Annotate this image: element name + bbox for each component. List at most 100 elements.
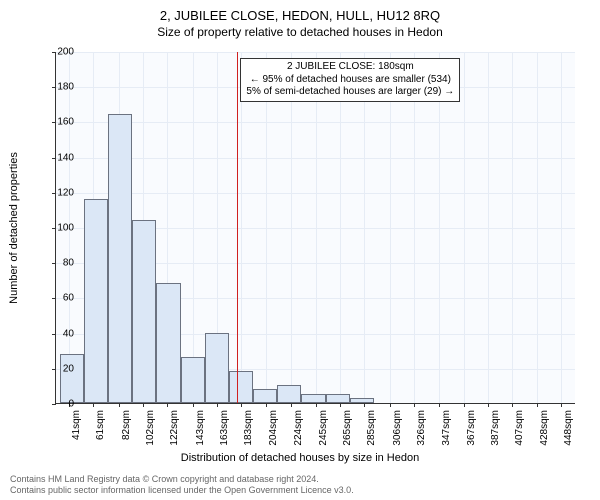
xtick-label: 143sqm (195, 410, 206, 446)
xtick-label: 306sqm (392, 410, 403, 446)
gridline-v (364, 52, 365, 403)
ytick-label: 140 (57, 152, 74, 163)
xtick-label: 285sqm (366, 410, 377, 446)
xtick-label: 428sqm (539, 410, 550, 446)
xtick-label: 183sqm (243, 410, 254, 446)
annotation-line: 2 JUBILEE CLOSE: 180sqm (246, 61, 454, 74)
chart-title-2: Size of property relative to detached ho… (0, 23, 600, 39)
xtick-label: 245sqm (318, 410, 329, 446)
histogram-bar (181, 357, 205, 403)
plot-region: 2 JUBILEE CLOSE: 180sqm← 95% of detached… (55, 52, 575, 404)
xtick-label: 224sqm (293, 410, 304, 446)
ytick-label: 100 (57, 223, 74, 234)
xtick-mark (340, 403, 341, 407)
ytick-mark (52, 122, 56, 123)
xtick-label: 367sqm (466, 410, 477, 446)
histogram-bar (301, 394, 325, 403)
histogram-bar (132, 220, 156, 403)
gridline-v (241, 52, 242, 403)
gridline-v (291, 52, 292, 403)
ytick-mark (52, 52, 56, 53)
xtick-mark (488, 403, 489, 407)
xtick-mark (167, 403, 168, 407)
ytick-mark (52, 404, 56, 405)
xtick-mark (561, 403, 562, 407)
xtick-label: 347sqm (441, 410, 452, 446)
gridline-v (414, 52, 415, 403)
ytick-label: 20 (63, 363, 74, 374)
xtick-label: 407sqm (514, 410, 525, 446)
histogram-bar (205, 333, 229, 403)
footer-line-2: Contains public sector information licen… (10, 485, 354, 496)
ytick-label: 40 (63, 328, 74, 339)
histogram-bar (350, 398, 374, 403)
gridline-v (439, 52, 440, 403)
xtick-label: 387sqm (490, 410, 501, 446)
ytick-mark (52, 158, 56, 159)
xtick-mark (316, 403, 317, 407)
xtick-label: 122sqm (169, 410, 180, 446)
xtick-label: 61sqm (95, 410, 106, 440)
xtick-mark (93, 403, 94, 407)
chart-title-1: 2, JUBILEE CLOSE, HEDON, HULL, HU12 8RQ (0, 0, 600, 23)
ytick-label: 200 (57, 47, 74, 58)
ytick-label: 80 (63, 258, 74, 269)
gridline-v (464, 52, 465, 403)
xtick-label: 448sqm (563, 410, 574, 446)
xtick-label: 102sqm (145, 410, 156, 446)
gridline-v (537, 52, 538, 403)
histogram-bar (229, 371, 253, 403)
xtick-label: 204sqm (268, 410, 279, 446)
histogram-bar (60, 354, 84, 403)
xtick-label: 265sqm (342, 410, 353, 446)
xtick-mark (217, 403, 218, 407)
chart-container: 2, JUBILEE CLOSE, HEDON, HULL, HU12 8RQ … (0, 0, 600, 500)
histogram-bar (277, 385, 301, 403)
ytick-mark (52, 87, 56, 88)
xtick-mark (119, 403, 120, 407)
annotation-line: 5% of semi-detached houses are larger (2… (246, 86, 454, 99)
chart-area: 2 JUBILEE CLOSE: 180sqm← 95% of detached… (55, 52, 575, 404)
gridline-v (488, 52, 489, 403)
footer-attribution: Contains HM Land Registry data © Crown c… (10, 474, 354, 496)
histogram-bar (84, 199, 108, 403)
xtick-mark (464, 403, 465, 407)
xtick-mark (364, 403, 365, 407)
x-axis-label: Distribution of detached houses by size … (0, 452, 600, 464)
xtick-mark (439, 403, 440, 407)
gridline-v (316, 52, 317, 403)
xtick-mark (291, 403, 292, 407)
ytick-label: 0 (68, 399, 74, 410)
ytick-mark (52, 334, 56, 335)
xtick-mark (193, 403, 194, 407)
xtick-mark (537, 403, 538, 407)
xtick-mark (143, 403, 144, 407)
xtick-label: 41sqm (71, 410, 82, 440)
xtick-label: 163sqm (219, 410, 230, 446)
ytick-mark (52, 263, 56, 264)
annotation-line: ← 95% of detached houses are smaller (53… (246, 74, 454, 87)
ytick-mark (52, 369, 56, 370)
xtick-mark (266, 403, 267, 407)
reference-line (237, 52, 238, 403)
gridline-v (193, 52, 194, 403)
xtick-mark (414, 403, 415, 407)
gridline-v (266, 52, 267, 403)
xtick-label: 326sqm (416, 410, 427, 446)
histogram-bar (253, 389, 277, 403)
annotation-box: 2 JUBILEE CLOSE: 180sqm← 95% of detached… (240, 58, 460, 102)
ytick-label: 180 (57, 82, 74, 93)
ytick-label: 60 (63, 293, 74, 304)
histogram-bar (108, 114, 132, 403)
xtick-label: 82sqm (121, 410, 132, 440)
histogram-bar (326, 394, 350, 403)
ytick-mark (52, 228, 56, 229)
histogram-bar (156, 283, 180, 403)
ytick-label: 160 (57, 117, 74, 128)
y-axis-label: Number of detached properties (8, 152, 20, 304)
gridline-v (561, 52, 562, 403)
ytick-mark (52, 298, 56, 299)
xtick-mark (241, 403, 242, 407)
gridline-v (390, 52, 391, 403)
gridline-v (512, 52, 513, 403)
